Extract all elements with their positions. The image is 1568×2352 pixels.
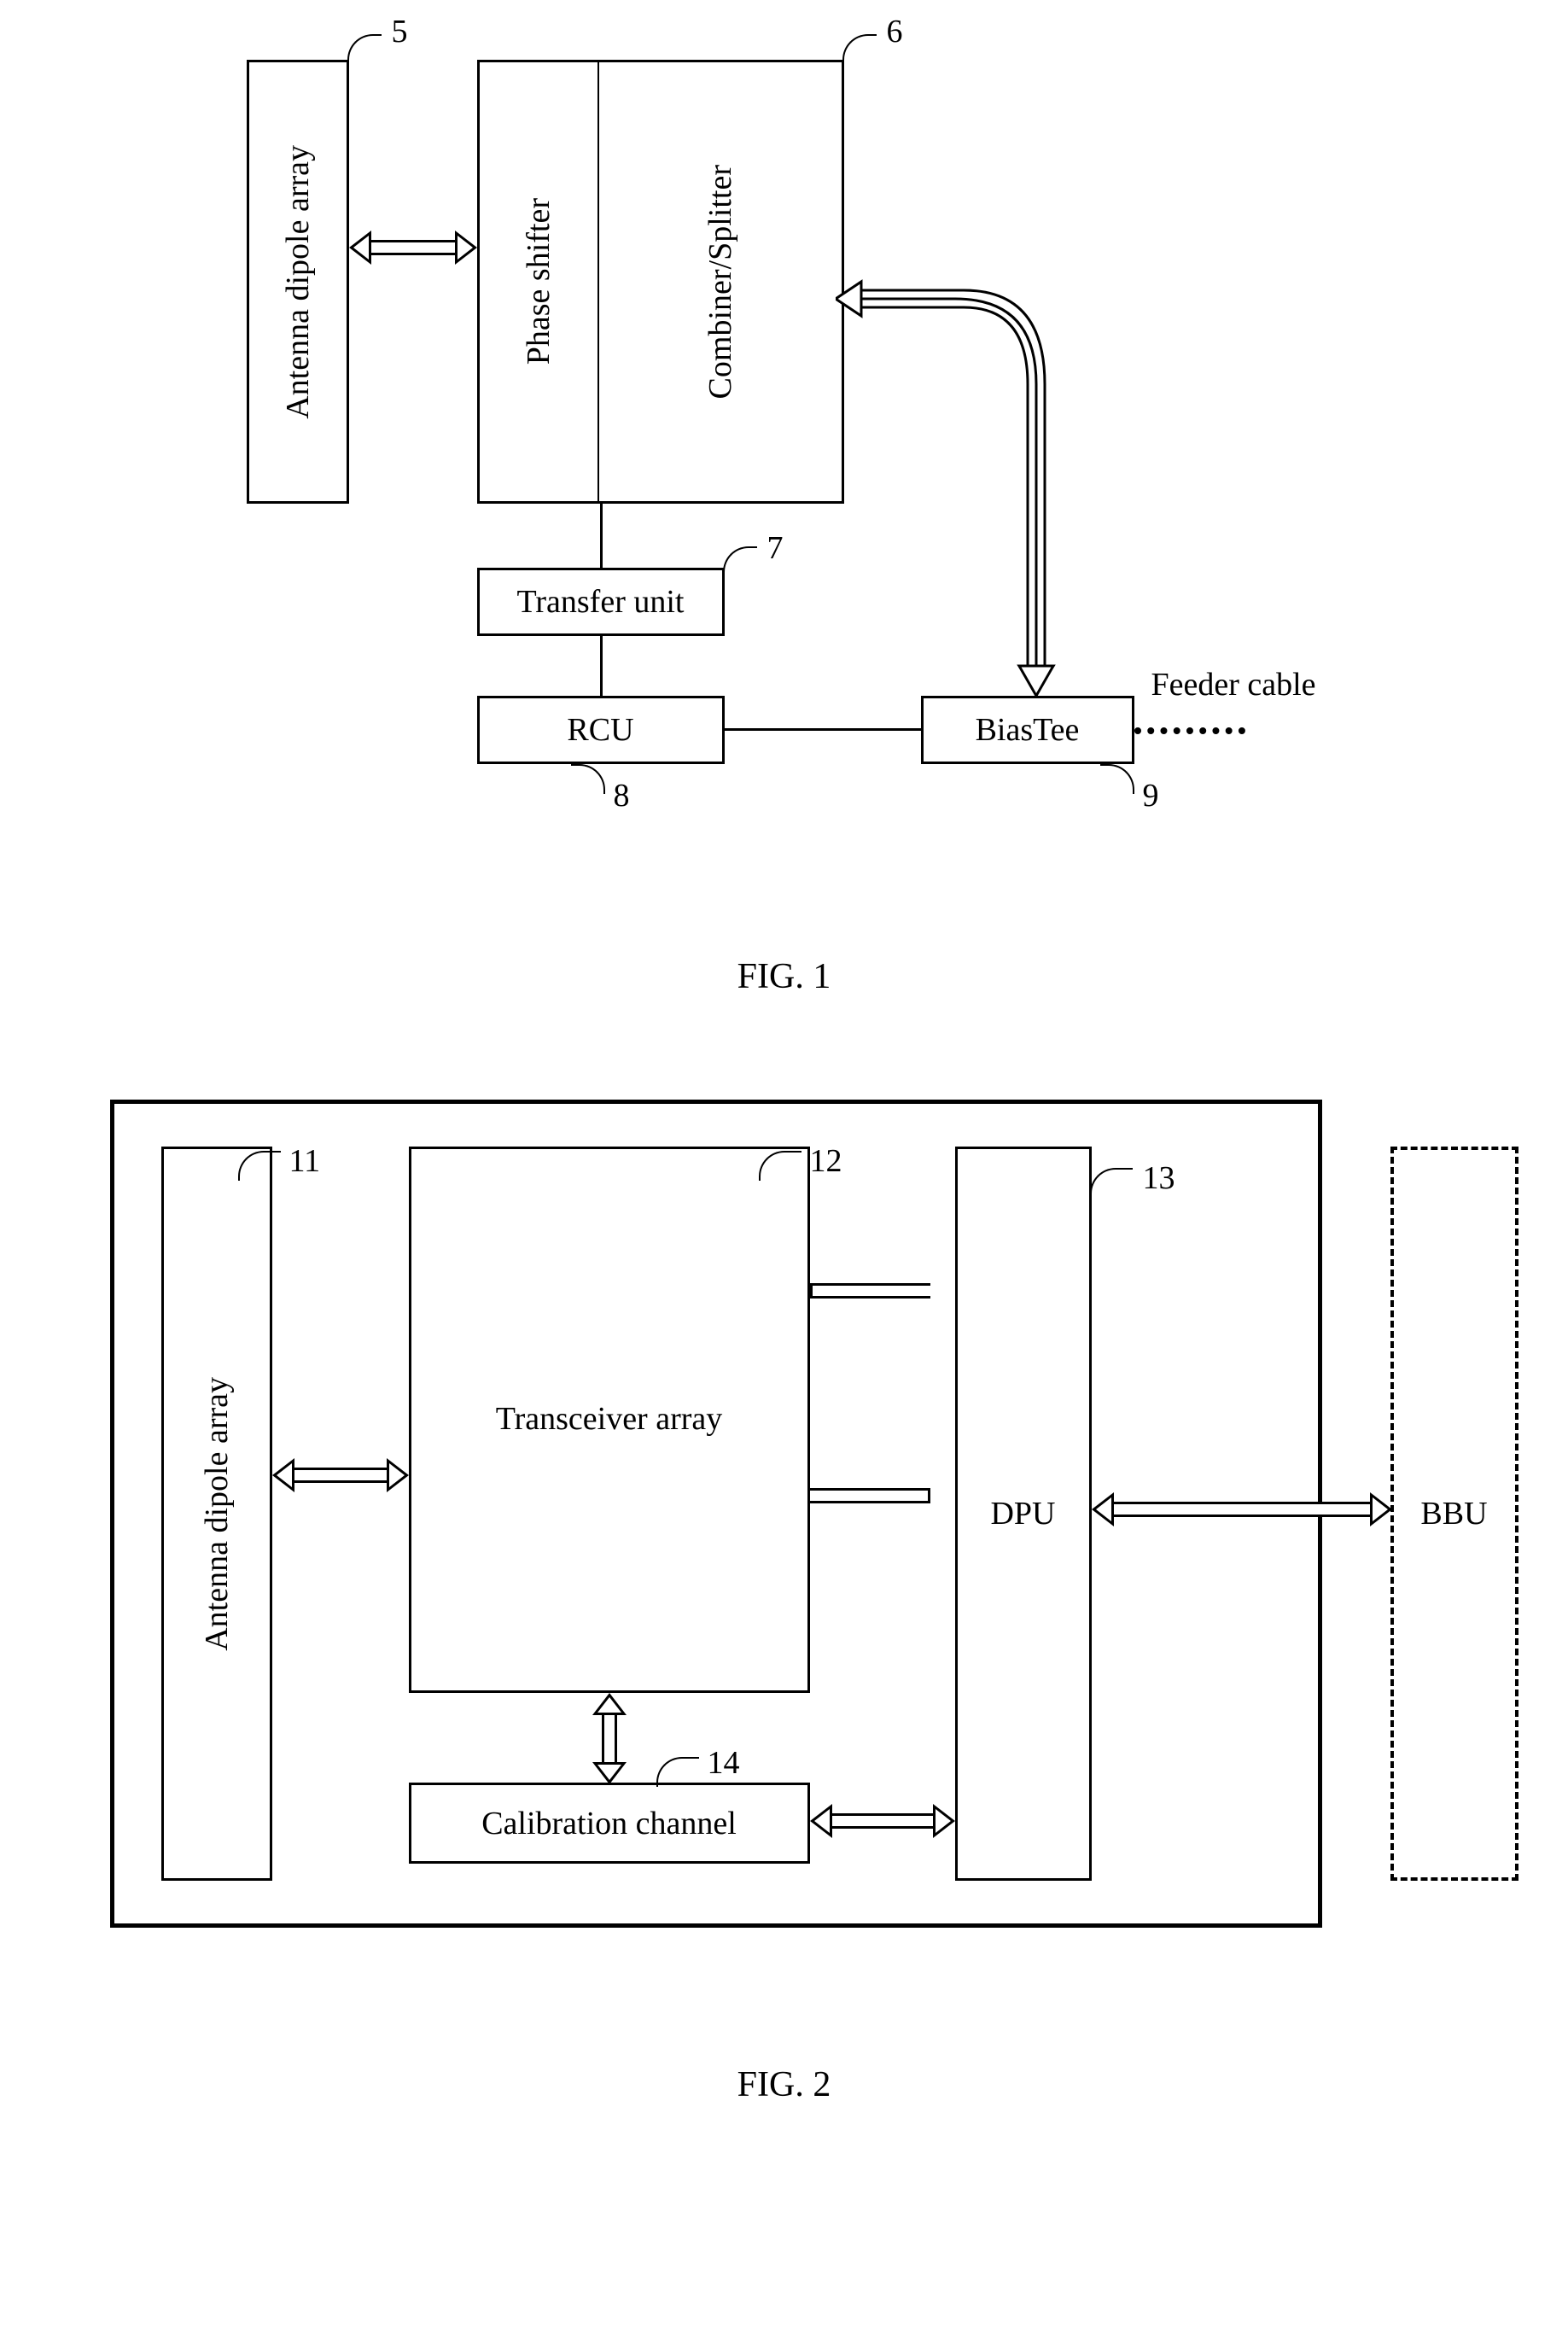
antenna2-box: Antenna dipole array <box>161 1147 272 1881</box>
feeder-cable-line <box>1134 727 1245 734</box>
combiner-transfer-line <box>600 504 603 568</box>
cal-dpu-arrow <box>810 1804 955 1838</box>
dpu-trx-arrow-down <box>810 1488 930 1503</box>
trx-ref: 12 <box>810 1142 842 1180</box>
figure-2: Antenna dipole array 11 Transceiver arra… <box>110 1100 1561 1996</box>
rcu-label: RCU <box>567 711 633 749</box>
trx-label: Transceiver array <box>496 1400 723 1439</box>
rcu-box: RCU <box>477 696 725 764</box>
phase-combiner-box: Phase shifter Combiner/Splitter <box>477 60 844 504</box>
bbu-box: BBU <box>1390 1147 1518 1881</box>
antenna-phase-arrow <box>349 231 477 265</box>
rcu-ref: 8 <box>614 777 630 814</box>
cal-box: Calibration channel <box>409 1783 810 1864</box>
cal-ref: 14 <box>708 1744 740 1782</box>
cal-label: Calibration channel <box>481 1805 737 1842</box>
biastee-leader <box>1100 764 1134 794</box>
antenna-box: Antenna dipole array <box>247 60 349 504</box>
rcu-biastee-line <box>725 728 921 731</box>
transfer-ref: 7 <box>767 529 784 567</box>
biastee-combiner-arrow <box>836 273 1092 700</box>
antenna-label: Antenna dipole array <box>279 145 317 419</box>
transfer-rcu-line <box>600 636 603 696</box>
combiner-leader <box>842 34 877 64</box>
biastee-ref: 9 <box>1143 777 1159 814</box>
figure-1: Antenna dipole array 5 Phase shifter Com… <box>247 34 1527 888</box>
feeder-label: Feeder cable <box>1151 666 1316 703</box>
transfer-box: Transfer unit <box>477 568 725 636</box>
biastee-label: BiasTee <box>976 711 1080 749</box>
dpu-bbu-arrow <box>1092 1492 1392 1526</box>
trx-cal-arrow <box>592 1693 627 1784</box>
antenna-trx-arrow <box>272 1458 409 1492</box>
fig1-caption: FIG. 1 <box>34 956 1534 997</box>
dpu-ref: 13 <box>1143 1159 1175 1197</box>
rcu-leader <box>571 764 605 794</box>
fig2-caption: FIG. 2 <box>34 2064 1534 2105</box>
combiner-label: Combiner/Splitter <box>702 165 739 399</box>
transfer-leader <box>723 546 757 576</box>
bbu-label: BBU <box>1420 1495 1487 1532</box>
dpu-box: DPU <box>955 1147 1092 1881</box>
biastee-box: BiasTee <box>921 696 1134 764</box>
combiner-ref: 6 <box>887 13 903 50</box>
trx-box: Transceiver array <box>409 1147 810 1693</box>
antenna-leader <box>347 34 382 64</box>
antenna2-ref: 11 <box>289 1142 321 1180</box>
dpu-label: DPU <box>990 1495 1055 1532</box>
phase-label: Phase shifter <box>520 198 557 365</box>
antenna2-label: Antenna dipole array <box>198 1377 236 1651</box>
trx-dpu-arrow-up <box>810 1283 930 1299</box>
antenna-ref: 5 <box>392 13 408 50</box>
transfer-label: Transfer unit <box>517 583 685 621</box>
